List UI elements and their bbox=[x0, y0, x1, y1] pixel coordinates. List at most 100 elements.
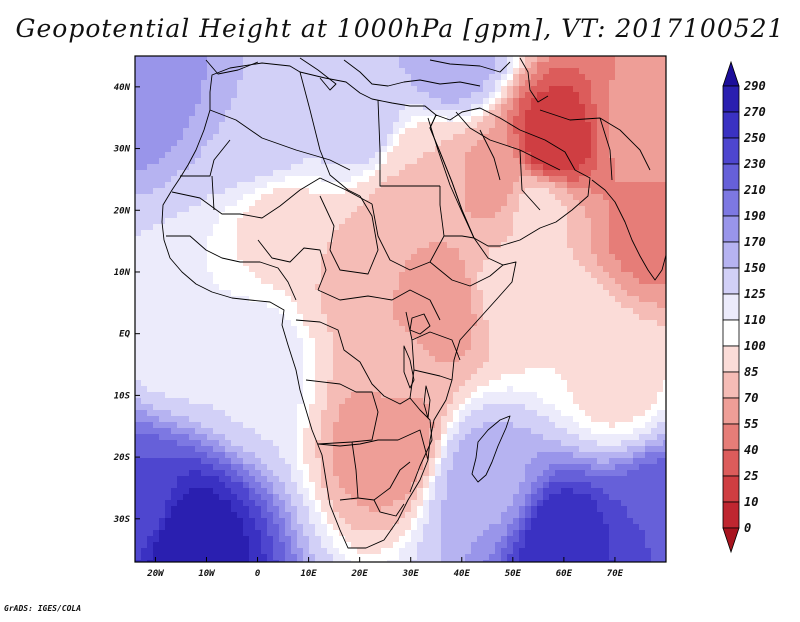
field-cell bbox=[537, 374, 544, 381]
field-cell bbox=[273, 260, 280, 267]
field-cell bbox=[615, 374, 622, 381]
field-cell bbox=[381, 128, 388, 135]
field-cell bbox=[621, 296, 628, 303]
field-cell bbox=[261, 374, 268, 381]
field-cell bbox=[213, 176, 220, 183]
field-cell bbox=[543, 128, 550, 135]
field-cell bbox=[159, 266, 166, 273]
field-cell bbox=[207, 188, 214, 195]
field-cell bbox=[501, 320, 508, 327]
field-cell bbox=[315, 278, 322, 285]
field-cell bbox=[219, 140, 226, 147]
field-cell bbox=[225, 110, 232, 117]
field-cell bbox=[453, 314, 460, 321]
field-cell bbox=[255, 350, 262, 357]
field-cell bbox=[633, 332, 640, 339]
field-cell bbox=[621, 362, 628, 369]
field-cell bbox=[597, 68, 604, 75]
field-cell bbox=[579, 164, 586, 171]
field-cell bbox=[543, 260, 550, 267]
field-cell bbox=[381, 152, 388, 159]
field-cell bbox=[627, 206, 634, 213]
field-cell bbox=[435, 212, 442, 219]
field-cell bbox=[489, 188, 496, 195]
field-cell bbox=[483, 224, 490, 231]
field-cell bbox=[663, 146, 666, 153]
field-cell bbox=[525, 242, 532, 249]
field-cell bbox=[567, 134, 574, 141]
field-cell bbox=[567, 332, 574, 339]
field-cell bbox=[519, 332, 526, 339]
field-cell bbox=[501, 380, 508, 387]
field-cell bbox=[417, 326, 424, 333]
field-cell bbox=[489, 140, 496, 147]
field-cell bbox=[477, 116, 484, 123]
field-cell bbox=[165, 122, 172, 129]
field-cell bbox=[549, 152, 556, 159]
field-cell bbox=[651, 110, 658, 117]
field-cell bbox=[153, 392, 160, 399]
field-cell bbox=[225, 386, 232, 393]
field-cell bbox=[381, 176, 388, 183]
field-cell bbox=[465, 170, 472, 177]
field-cell bbox=[597, 248, 604, 255]
field-cell bbox=[369, 374, 376, 381]
field-cell bbox=[597, 158, 604, 165]
field-cell bbox=[147, 128, 154, 135]
field-cell bbox=[573, 212, 580, 219]
field-cell bbox=[645, 380, 652, 387]
field-cell bbox=[249, 362, 256, 369]
field-cell bbox=[273, 254, 280, 261]
field-cell bbox=[627, 284, 634, 291]
field-cell bbox=[417, 200, 424, 207]
field-cell bbox=[663, 110, 666, 117]
field-cell bbox=[633, 74, 640, 81]
field-cell bbox=[507, 218, 514, 225]
field-cell bbox=[405, 152, 412, 159]
field-cell bbox=[237, 80, 244, 87]
field-cell bbox=[537, 56, 544, 63]
field-cell bbox=[135, 380, 142, 387]
field-cell bbox=[147, 362, 154, 369]
field-cell bbox=[381, 380, 388, 387]
field-cell bbox=[345, 164, 352, 171]
field-cell bbox=[561, 308, 568, 315]
field-cell bbox=[519, 158, 526, 165]
field-cell bbox=[585, 122, 592, 129]
field-cell bbox=[261, 278, 268, 285]
field-cell bbox=[219, 266, 226, 273]
field-cell bbox=[285, 302, 292, 309]
field-cell bbox=[219, 224, 226, 231]
field-cell bbox=[489, 248, 496, 255]
field-cell bbox=[405, 182, 412, 189]
field-cell bbox=[171, 362, 178, 369]
field-cell bbox=[393, 380, 400, 387]
field-cell bbox=[159, 200, 166, 207]
field-cell bbox=[621, 236, 628, 243]
field-cell bbox=[345, 332, 352, 339]
field-cell bbox=[537, 92, 544, 99]
field-cell bbox=[567, 230, 574, 237]
field-cell bbox=[597, 86, 604, 93]
field-cell bbox=[639, 320, 646, 327]
field-cell bbox=[399, 236, 406, 243]
field-cell bbox=[567, 110, 574, 117]
field-cell bbox=[357, 314, 364, 321]
field-cell bbox=[297, 308, 304, 315]
field-cell bbox=[171, 296, 178, 303]
field-cell bbox=[315, 344, 322, 351]
field-cell bbox=[279, 176, 286, 183]
field-cell bbox=[183, 326, 190, 333]
field-cell bbox=[159, 278, 166, 285]
field-cell bbox=[273, 242, 280, 249]
field-cell bbox=[447, 194, 454, 201]
field-cell bbox=[657, 266, 664, 273]
field-cell bbox=[303, 254, 310, 261]
field-cell bbox=[189, 212, 196, 219]
field-cell bbox=[627, 92, 634, 99]
field-cell bbox=[309, 242, 316, 249]
field-cell bbox=[633, 242, 640, 249]
field-cell bbox=[183, 122, 190, 129]
field-cell bbox=[321, 284, 328, 291]
field-cell bbox=[183, 80, 190, 87]
